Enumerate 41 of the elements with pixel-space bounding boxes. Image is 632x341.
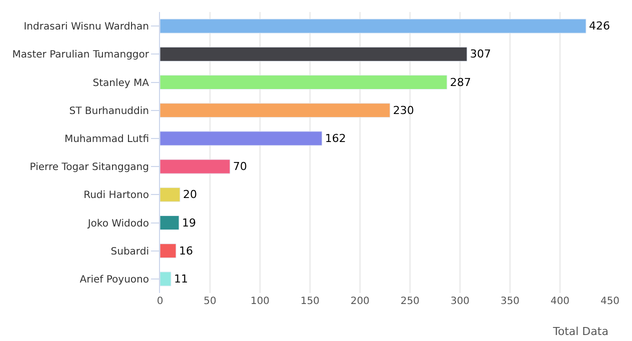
y-tick-label: Arief Poyuono: [80, 274, 149, 286]
x-axis-title: Total Data: [552, 325, 608, 338]
data-label: 162: [325, 132, 346, 145]
bar: [160, 46, 468, 62]
bar: [160, 18, 586, 34]
bar: [160, 159, 230, 174]
bar: [160, 103, 390, 118]
x-tick-label: 50: [204, 296, 216, 307]
data-label: 230: [393, 104, 414, 117]
y-tick-label: Muhammad Lutfi: [64, 134, 149, 145]
bar: [160, 215, 180, 230]
bar: [160, 272, 172, 286]
y-tick-label: Master Parulian Tumanggor: [12, 50, 150, 61]
x-tick-label: 200: [350, 296, 370, 307]
y-tick-label: Rudi Hartono: [84, 190, 149, 202]
y-tick-label: Indrasari Wisnu Wardhan: [24, 22, 149, 33]
x-tick-label: 250: [400, 296, 420, 307]
x-tick-label: 100: [250, 296, 270, 307]
y-tick-label: Subardi: [110, 246, 149, 258]
data-label: 426: [589, 20, 610, 33]
y-tick-label: ST Burhanuddin: [69, 106, 149, 117]
data-label: 287: [450, 76, 471, 89]
x-tick-label: 450: [600, 296, 620, 307]
x-tick-label: 350: [500, 296, 520, 307]
data-label: 20: [183, 188, 197, 202]
x-tick-label: 300: [450, 296, 470, 307]
bar: [160, 131, 322, 146]
data-label: 70: [233, 160, 247, 174]
bar: [160, 74, 448, 90]
data-label: 11: [174, 272, 188, 286]
x-tick-label: 150: [300, 296, 320, 307]
data-label: 19: [182, 216, 196, 230]
data-label: 307: [470, 48, 491, 61]
y-tick-label: Stanley MA: [92, 78, 150, 89]
x-tick-label: 0: [156, 296, 164, 307]
bar: [160, 244, 176, 258]
bar: [160, 187, 180, 202]
y-tick-label: Joko Widodo: [86, 218, 149, 230]
y-tick-label: Pierre Togar Sitanggang: [30, 162, 149, 174]
data-label: 16: [179, 244, 193, 258]
x-tick-label: 400: [550, 296, 570, 307]
